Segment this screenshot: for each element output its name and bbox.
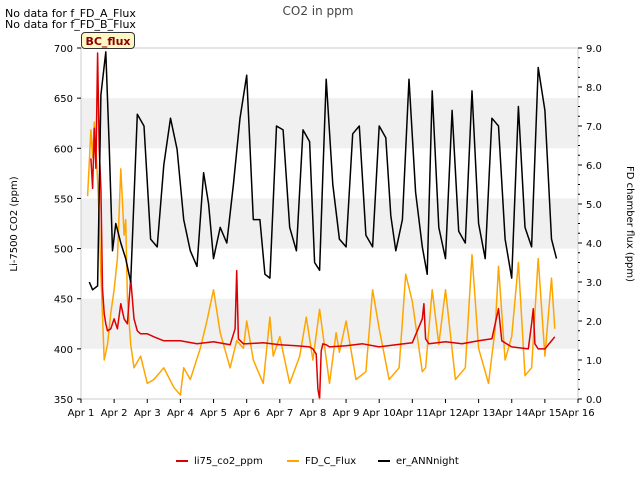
- legend-swatch-fd: [287, 460, 299, 462]
- legend-item-li75: li75_co2_ppm: [176, 453, 263, 469]
- y-axis-left: 350 400 450 500 550 600 650 700: [54, 44, 81, 406]
- legend-item-er: er_ANNnight: [378, 453, 459, 469]
- x-tick-label: Apr 6: [233, 408, 260, 419]
- y2-tick-label: 5.0: [586, 200, 602, 211]
- y-tick-label: 550: [54, 194, 73, 205]
- no-data-note-a: No data for f_FD_A_Flux: [5, 7, 136, 20]
- x-tick-label: Apr 14: [495, 408, 528, 419]
- y-tick-label: 500: [54, 245, 73, 256]
- x-tick-label: Apr 16: [561, 408, 594, 419]
- x-tick-label: Apr 13: [462, 408, 495, 419]
- y-axis-right: 0.0 1.0 2.0 3.0 4.0 5.0 6.0 7.0 8.0 9.0: [578, 44, 602, 406]
- x-tick-label: Apr 7: [266, 408, 293, 419]
- x-tick-label: Apr 5: [200, 408, 227, 419]
- y2-tick-label: 7.0: [586, 122, 602, 133]
- y-tick-label: 350: [54, 395, 73, 406]
- y-tick-label: 400: [54, 345, 73, 356]
- x-tick-label: Apr 4: [167, 408, 194, 419]
- series-line-er_ANNnight: [88, 51, 558, 291]
- series-layer: [86, 51, 558, 400]
- y2-tick-label: 0.0: [586, 395, 602, 406]
- y-axis-title: Li-7500 CO2 (ppm): [9, 176, 20, 271]
- y2-axis-title: FD chamber flux (ppm): [624, 166, 635, 282]
- no-data-note-b: No data for f_FD_B_Flux: [5, 18, 136, 31]
- legend-label-fd: FD_C_Flux: [305, 455, 357, 467]
- y2-tick-label: 2.0: [586, 317, 602, 328]
- legend-swatch-er: [378, 460, 390, 462]
- y-tick-label: 600: [54, 144, 73, 155]
- y2-tick-label: 3.0: [586, 278, 602, 289]
- legend: li75_co2_ppm FD_C_Flux er_ANNnight: [0, 453, 640, 469]
- x-tick-label: Apr 9: [333, 408, 360, 419]
- x-axis: Apr 1 Apr 2 Apr 3 Apr 4 Apr 5 Apr 6 Apr 7 Apr 8…: [68, 399, 595, 419]
- y-tick-label: 700: [54, 44, 73, 55]
- y2-tick-label: 1.0: [586, 356, 602, 367]
- legend-label-er: er_ANNnight: [396, 455, 459, 467]
- y-tick-label: 450: [54, 295, 73, 306]
- series-line-FD_C_Flux: [86, 121, 556, 396]
- y2-tick-label: 8.0: [586, 83, 602, 94]
- x-tick-label: Apr 10: [363, 408, 396, 419]
- x-tick-label: Apr 11: [396, 408, 429, 419]
- x-tick-label: Apr 15: [528, 408, 561, 419]
- y2-tick-label: 6.0: [586, 161, 602, 172]
- x-tick-label: Apr 1: [68, 408, 95, 419]
- y2-tick-label: 4.0: [586, 239, 602, 250]
- legend-label-li75: li75_co2_ppm: [194, 455, 263, 467]
- series-line-li75_co2_ppm: [90, 52, 556, 400]
- y-tick-label: 650: [54, 94, 73, 105]
- chart-title: CO2 in ppm: [283, 4, 354, 18]
- bc-flux-badge: BC_flux: [81, 32, 135, 49]
- x-tick-label: Apr 2: [101, 408, 128, 419]
- y2-tick-label: 9.0: [586, 44, 602, 55]
- x-tick-label: Apr 3: [134, 408, 161, 419]
- band-1: [81, 198, 578, 249]
- legend-item-fd: FD_C_Flux: [287, 453, 356, 469]
- legend-swatch-li75: [176, 460, 188, 462]
- x-tick-label: Apr 8: [300, 408, 327, 419]
- x-tick-label: Apr 12: [429, 408, 462, 419]
